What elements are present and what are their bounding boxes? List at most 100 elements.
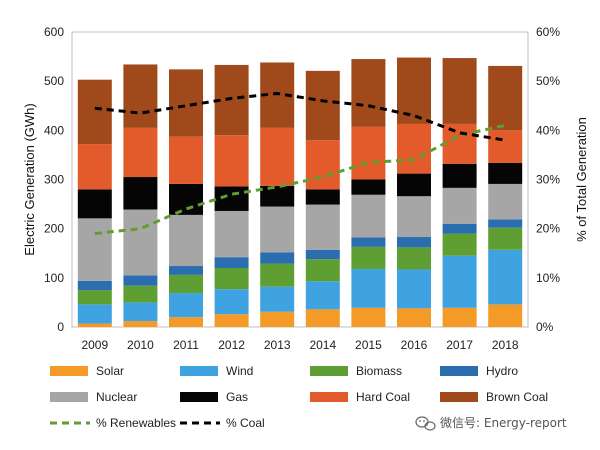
bar-gas-2009: [77, 189, 112, 219]
y-tick-label: 0: [57, 320, 64, 334]
bar-nuclear-2012: [214, 210, 249, 258]
bar-solar-2015: [351, 307, 386, 327]
y2-tick-label: 50%: [536, 74, 560, 88]
x-tick-label: 2013: [264, 338, 291, 352]
bar-wind-2015: [351, 268, 386, 308]
x-tick-label: 2015: [355, 338, 382, 352]
y2-tick-label: 0%: [536, 320, 554, 334]
bar-wind-2016: [397, 269, 431, 309]
bar-wind-2014: [305, 281, 340, 310]
bar-brown-coal-2017: [442, 58, 477, 124]
x-tick-label: 2009: [81, 338, 108, 352]
bar-wind-2018: [488, 249, 523, 305]
legend-label-brown-coal: Brown Coal: [486, 390, 548, 404]
bar-wind-2012: [214, 289, 249, 315]
bar-biomass-2016: [397, 247, 431, 270]
y-tick-label: 100: [44, 271, 64, 285]
legend-label-hydro: Hydro: [486, 364, 518, 378]
x-tick-label: 2011: [173, 338, 199, 352]
watermark-text: 微信号: Energy-report: [440, 416, 567, 430]
bar-brown-coal-2009: [77, 79, 112, 145]
legend-swatch-nuclear: [50, 392, 88, 402]
bar-gas-2012: [214, 186, 249, 211]
x-tick-label: 2016: [401, 338, 428, 352]
bar-solar-2014: [305, 309, 340, 327]
bar-brown-coal-2015: [351, 59, 386, 127]
legend-swatch-brown-coal: [440, 392, 478, 402]
wechat-icon: [415, 416, 436, 431]
bar-nuclear-2013: [260, 206, 295, 253]
x-tick-label: 2010: [127, 338, 154, 352]
bar-biomass-2018: [488, 227, 523, 250]
legend-swatch-hard-coal: [310, 392, 348, 402]
y2-tick-label: 30%: [536, 173, 560, 187]
bar-brown-coal-2016: [397, 57, 431, 124]
bar-wind-2009: [77, 304, 112, 324]
bar-biomass-2009: [77, 290, 112, 305]
bar-nuclear-2016: [397, 196, 431, 238]
bar-biomass-2011: [169, 274, 203, 294]
bar-hard-coal-2010: [123, 127, 158, 178]
bar-gas-2014: [305, 189, 340, 205]
bar-gas-2017: [442, 163, 477, 188]
y2-tick-label: 10%: [536, 271, 560, 285]
bar-solar-2012: [214, 314, 249, 327]
y-tick-label: 400: [44, 123, 64, 137]
bar-hydro-2017: [442, 223, 477, 234]
bar-biomass-2017: [442, 233, 477, 256]
plot-area: 0 100 200 300 400 500 600 0% 10% 20% 30% 40% 50% 60% 2…: [22, 25, 589, 352]
bar-nuclear-2017: [442, 187, 477, 224]
bar-nuclear-2015: [351, 194, 386, 238]
bar-wind-2013: [260, 286, 295, 312]
y2-tick-label: 60%: [536, 25, 560, 39]
bar-biomass-2013: [260, 263, 295, 287]
legend-swatch-gas: [180, 392, 218, 402]
plot-frame: [71, 31, 529, 328]
legend-label-biomass: Biomass: [356, 364, 402, 378]
bar-hydro-2010: [123, 275, 158, 286]
y-tick-label: 600: [44, 25, 64, 39]
bar-gas-2013: [260, 185, 295, 207]
bar-hard-coal-2016: [397, 123, 431, 174]
bar-hydro-2014: [305, 249, 340, 260]
legend: Solar Wind Biomass Hydro Nuclear Gas Hard Coal…: [50, 364, 548, 430]
x-tick-label: 2012: [218, 338, 245, 352]
bar-brown-coal-2018: [488, 65, 523, 131]
legend-label-gas: Gas: [226, 390, 248, 404]
bar-brown-coal-2010: [123, 64, 158, 128]
bar-brown-coal-2011: [169, 69, 203, 137]
y-tick-label: 500: [44, 74, 64, 88]
x-tick-label: 2018: [492, 338, 519, 352]
bar-wind-2017: [442, 255, 477, 308]
bar-solar-2010: [123, 321, 158, 327]
bar-gas-2018: [488, 162, 523, 184]
bar-wind-2011: [169, 293, 203, 318]
bar-hard-coal-2017: [442, 123, 477, 164]
bar-gas-2015: [351, 179, 386, 195]
legend-swatch-solar: [50, 366, 88, 376]
bar-solar-2016: [397, 308, 431, 327]
bar-biomass-2014: [305, 259, 340, 282]
legend-label-line-1: % Coal: [226, 416, 265, 430]
bar-hard-coal-2012: [214, 135, 249, 187]
bar-hydro-2015: [351, 237, 386, 247]
y2-axis-title: % of Total Generation: [574, 117, 589, 242]
bar-gas-2011: [169, 183, 203, 215]
legend-swatch-wind: [180, 366, 218, 376]
bar-hard-coal-2009: [77, 144, 112, 190]
y2-tick-label: 40%: [536, 123, 560, 137]
bar-hard-coal-2014: [305, 140, 340, 190]
y-tick-label: 300: [44, 173, 64, 187]
bar-hard-coal-2015: [351, 126, 386, 180]
watermark: 微信号: Energy-report: [415, 416, 567, 431]
y-tick-label: 200: [44, 222, 64, 236]
bar-hydro-2009: [77, 280, 112, 291]
bar-biomass-2015: [351, 246, 386, 269]
bar-hydro-2016: [397, 237, 431, 248]
line-pct-coal: [94, 91, 506, 142]
bar-solar-2009: [77, 323, 112, 327]
y-axis-title: Electric Generation (GWh): [22, 103, 37, 255]
bar-brown-coal-2014: [305, 70, 340, 141]
legend-swatch-biomass: [310, 366, 348, 376]
